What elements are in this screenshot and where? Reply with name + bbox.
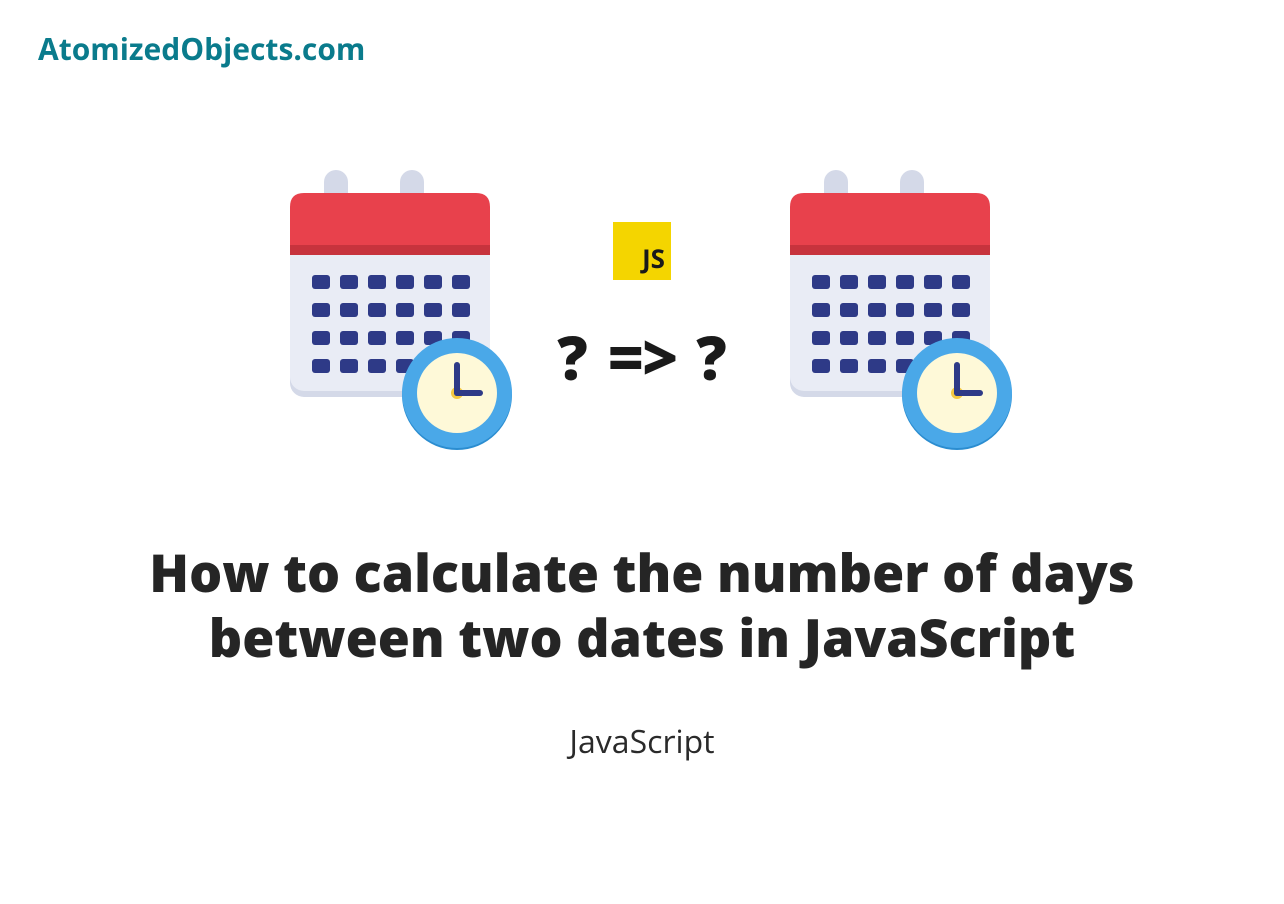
calendar-icon	[772, 165, 1012, 455]
arrow-icon: =>	[608, 315, 677, 399]
article-category: JavaScript	[0, 720, 1284, 763]
article-heading: How to calculate the number of days betw…	[0, 540, 1284, 670]
question-mark-left: ?	[557, 316, 587, 398]
js-logo-icon: JS	[613, 222, 671, 280]
calendar-clock-icon-left	[272, 165, 512, 455]
calendar-icon	[272, 165, 512, 455]
site-title: AtomizedObjects.com	[38, 28, 365, 69]
calendar-clock-icon-right	[772, 165, 1012, 455]
illustration-row: JS ? => ?	[0, 165, 1284, 455]
center-content: JS ? => ?	[557, 222, 726, 399]
question-mark-right: ?	[696, 316, 726, 398]
arrow-expression: ? => ?	[557, 315, 726, 399]
